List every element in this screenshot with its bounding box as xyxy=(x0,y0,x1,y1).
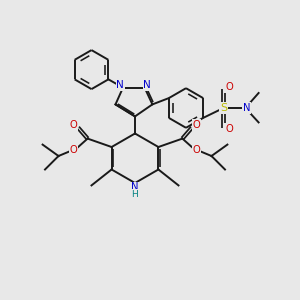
Text: O: O xyxy=(225,124,233,134)
Text: N: N xyxy=(131,182,139,193)
Text: O: O xyxy=(225,82,233,92)
Text: S: S xyxy=(220,103,227,113)
Text: N: N xyxy=(143,80,151,90)
Text: O: O xyxy=(192,120,200,130)
Text: O: O xyxy=(70,120,78,130)
Text: O: O xyxy=(193,145,200,155)
Text: O: O xyxy=(70,145,77,155)
Text: H: H xyxy=(132,190,138,199)
Text: N: N xyxy=(116,80,124,90)
Text: N: N xyxy=(243,103,251,113)
